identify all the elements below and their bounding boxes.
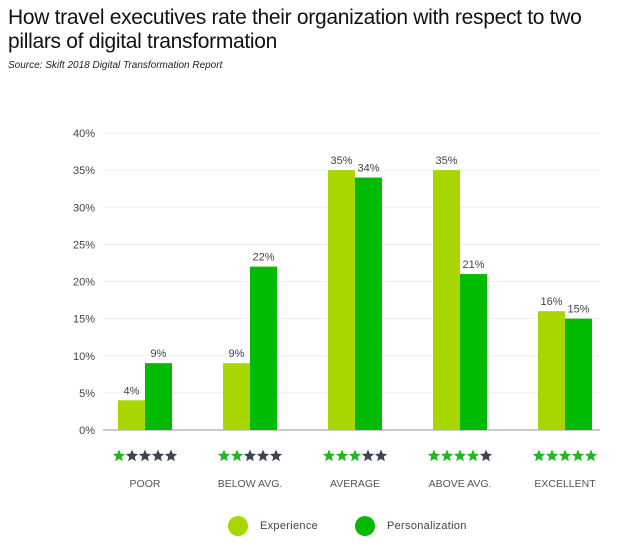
y-tick-label: 25%: [73, 239, 95, 251]
star-empty-icon: [164, 449, 178, 462]
star-filled-icon: [571, 449, 585, 462]
data-label: 9%: [229, 348, 245, 360]
bar-personalization: [565, 318, 592, 430]
star-empty-icon: [138, 449, 152, 462]
x-tick-label: ABOVE AVG.: [429, 478, 492, 490]
star-filled-icon: [335, 449, 349, 462]
chart-subtitle: Source: Skift 2018 Digital Transformatio…: [8, 60, 223, 71]
star-filled-icon: [112, 449, 126, 462]
data-label: 22%: [252, 252, 274, 264]
bar-personalization: [460, 274, 487, 430]
y-tick-label: 5%: [79, 388, 95, 400]
star-filled-icon: [466, 449, 480, 462]
star-empty-icon: [269, 449, 283, 462]
star-filled-icon: [453, 449, 467, 462]
x-tick-label: AVERAGE: [330, 478, 380, 490]
data-label: 35%: [330, 155, 352, 167]
star-filled-icon: [440, 449, 454, 462]
chart-title: How travel executives rate their organiz…: [8, 6, 582, 53]
data-label: 35%: [435, 155, 457, 167]
star-filled-icon: [584, 449, 598, 462]
bar-experience: [118, 400, 145, 430]
data-label: 16%: [540, 296, 562, 308]
star-empty-icon: [479, 449, 493, 462]
star-rating: [322, 449, 388, 462]
bar-experience: [538, 311, 565, 430]
y-tick-label: 15%: [73, 314, 95, 326]
star-rating: [217, 449, 283, 462]
bar-personalization: [145, 363, 172, 430]
star-empty-icon: [374, 449, 388, 462]
data-label: 4%: [124, 385, 140, 397]
x-tick-label: BELOW AVG.: [218, 478, 283, 490]
y-tick-label: 10%: [73, 351, 95, 363]
star-filled-icon: [532, 449, 546, 462]
star-rating: [427, 449, 493, 462]
y-tick-label: 30%: [73, 202, 95, 214]
star-filled-icon: [348, 449, 362, 462]
y-tick-label: 35%: [73, 165, 95, 177]
star-empty-icon: [256, 449, 270, 462]
star-filled-icon: [230, 449, 244, 462]
x-tick-label: EXCELLENT: [534, 478, 596, 490]
legend-swatch-experience: [228, 516, 248, 536]
star-filled-icon: [558, 449, 572, 462]
bar-experience: [328, 170, 355, 430]
data-label: 15%: [567, 304, 589, 316]
star-rating: [112, 449, 178, 462]
data-label: 9%: [151, 348, 167, 360]
star-empty-icon: [361, 449, 375, 462]
star-empty-icon: [151, 449, 165, 462]
legend-label: Experience: [260, 520, 319, 532]
star-empty-icon: [243, 449, 257, 462]
star-empty-icon: [125, 449, 139, 462]
y-tick-label: 20%: [73, 277, 95, 289]
y-tick-label: 0%: [79, 425, 95, 437]
y-tick-label: 40%: [73, 128, 95, 140]
star-filled-icon: [545, 449, 559, 462]
star-filled-icon: [322, 449, 336, 462]
legend-swatch-personalization: [355, 516, 375, 536]
star-filled-icon: [217, 449, 231, 462]
legend-item-experience: Experience: [228, 516, 318, 536]
legend-label: Personalization: [387, 520, 467, 532]
bar-experience: [223, 363, 250, 430]
x-tick-label: POOR: [130, 478, 161, 490]
bar-personalization: [250, 266, 277, 430]
data-label: 34%: [357, 163, 379, 175]
legend-item-personalization: Personalization: [355, 516, 467, 536]
bar-personalization: [355, 177, 382, 430]
bar-experience: [433, 170, 460, 430]
data-label: 21%: [462, 259, 484, 271]
star-filled-icon: [427, 449, 441, 462]
star-rating: [532, 449, 598, 462]
